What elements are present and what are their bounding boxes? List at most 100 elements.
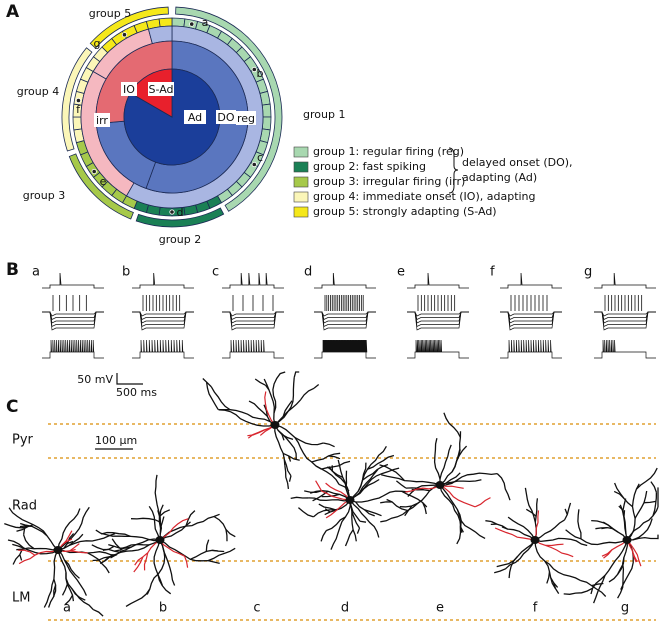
neurite (617, 539, 628, 599)
neurite (61, 584, 68, 596)
neurite (102, 545, 115, 552)
layer-label: LM (12, 591, 30, 606)
cell-letter: g (94, 37, 101, 50)
neurite (22, 534, 35, 550)
neurite (91, 544, 121, 554)
label-box (121, 82, 137, 96)
neurite (12, 548, 23, 565)
neurite (300, 387, 315, 401)
neurite (110, 538, 161, 559)
neurite (159, 539, 220, 565)
neurite (19, 554, 23, 561)
panel-c: Pyr Rad LM 100 µm a b c d e f g (4, 371, 659, 621)
panel-label: B (6, 260, 19, 280)
neurite (288, 475, 292, 482)
layer-label: Pyr (12, 433, 34, 448)
neurite (399, 499, 423, 508)
neurite (534, 519, 565, 541)
cell-ring (261, 116, 272, 131)
trace (594, 339, 656, 359)
neurite (210, 386, 231, 411)
neurite (184, 555, 189, 568)
legend-label: group 2: fast spiking (313, 160, 426, 173)
neurite (159, 518, 189, 541)
group-ring (89, 6, 169, 49)
neurite (57, 549, 87, 596)
neurite (496, 539, 536, 568)
neurite (282, 400, 293, 417)
neurite (635, 467, 658, 490)
neurite (57, 538, 99, 551)
neurite (325, 482, 351, 501)
neurite (439, 456, 449, 480)
neurite (130, 517, 161, 523)
cell-letter: d (304, 265, 312, 280)
neurite (57, 508, 81, 551)
neurite (67, 540, 74, 545)
legend-label: group 3: irregular firing (irr) (313, 175, 465, 188)
ring-label: Ad (188, 111, 202, 124)
neurite (154, 474, 163, 541)
neurite (16, 547, 59, 551)
trace (314, 272, 376, 289)
neurite (148, 505, 161, 541)
trace (142, 295, 181, 311)
neurite (63, 559, 80, 579)
neurite (284, 465, 289, 484)
cell-letter: a (32, 265, 40, 280)
neurite (580, 580, 607, 597)
neurite (496, 473, 511, 501)
neurite (603, 539, 628, 559)
neurite (433, 438, 441, 485)
label-box (94, 113, 110, 127)
neurite (349, 499, 380, 538)
neurite (564, 502, 572, 521)
neurite (534, 510, 540, 541)
soma (622, 536, 632, 544)
panel-label: C (6, 397, 18, 417)
soma (435, 481, 445, 489)
neurite (614, 482, 633, 508)
neurite (359, 520, 367, 523)
neurite (443, 412, 461, 438)
soma (155, 536, 165, 544)
neurite (57, 549, 86, 601)
neurite (367, 454, 395, 470)
neurite (577, 509, 582, 539)
label-box (236, 111, 256, 125)
neurite (125, 588, 151, 607)
ring-label: reg (237, 112, 255, 125)
neurite (57, 506, 90, 551)
neurite (64, 594, 74, 605)
group-ring (68, 153, 134, 220)
neurite (294, 437, 324, 446)
cell-dot (189, 21, 195, 27)
neurite (485, 520, 492, 523)
scale-label: 100 µm (95, 434, 137, 447)
legend-swatch (293, 176, 309, 188)
neurite (293, 371, 300, 378)
label-box (216, 110, 236, 124)
cell-letter: c (257, 151, 263, 164)
trace (314, 311, 376, 331)
ring-label: irr (96, 114, 108, 127)
neurite (321, 490, 351, 501)
ring-label: IO (123, 83, 135, 96)
label-box (148, 82, 174, 96)
cell-letter: e (100, 175, 107, 188)
neurite (313, 383, 320, 389)
neurite (634, 490, 648, 519)
neurite (313, 499, 351, 518)
neurite (47, 579, 57, 608)
neurite (525, 508, 537, 517)
neurite (308, 497, 351, 502)
ring-label: DO (217, 111, 234, 124)
neurite (405, 484, 441, 493)
neurite (545, 543, 564, 547)
trace (232, 295, 274, 311)
neurite (274, 424, 322, 470)
neurite (133, 556, 144, 573)
neurite (18, 549, 59, 565)
neurite (349, 490, 408, 503)
neurite (563, 587, 593, 595)
